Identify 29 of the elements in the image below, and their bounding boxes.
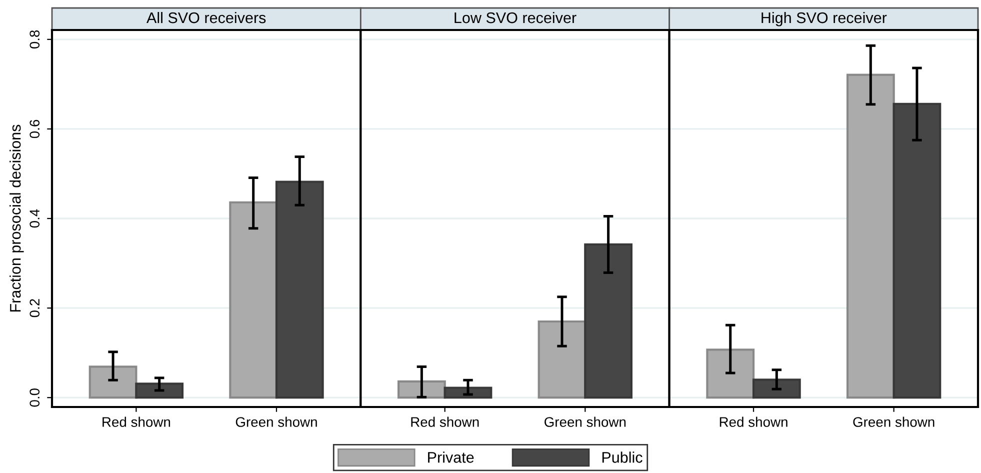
- y-tick-label: 0.0: [30, 388, 40, 407]
- bar: [275, 180, 324, 399]
- bar: [538, 320, 586, 399]
- legend-label: Private: [428, 452, 474, 463]
- bar: [584, 243, 632, 399]
- bar: [892, 102, 942, 399]
- chart-title: All SVO receivers: [146, 12, 266, 24]
- bar: [88, 366, 138, 399]
- x-tick-label: Green shown: [853, 416, 934, 427]
- x-tick-label: Red shown: [411, 416, 479, 427]
- y-tick-label: 0.8: [30, 30, 40, 49]
- y-tick-label: 0.4: [30, 209, 40, 228]
- x-tick-label: Green shown: [236, 416, 317, 427]
- legend-label: Public: [602, 452, 642, 463]
- x-tick-label: Red shown: [720, 416, 788, 427]
- bar: [135, 382, 184, 399]
- x-tick-label: Green shown: [544, 416, 626, 427]
- chart-title: Low SVO receiver: [454, 12, 576, 24]
- bar: [752, 378, 801, 399]
- bar: [398, 380, 446, 399]
- chart-title: High SVO receiver: [762, 12, 887, 26]
- y-tick-label: 0.2: [30, 299, 40, 318]
- y-axis-title: Fraction prosocial decisions: [10, 124, 24, 312]
- y-tick-label: 0.6: [30, 120, 40, 138]
- bar: [706, 348, 755, 399]
- bar: [846, 74, 895, 399]
- bar: [229, 201, 278, 399]
- bar: [444, 386, 492, 399]
- x-tick-label: Red shown: [102, 416, 170, 427]
